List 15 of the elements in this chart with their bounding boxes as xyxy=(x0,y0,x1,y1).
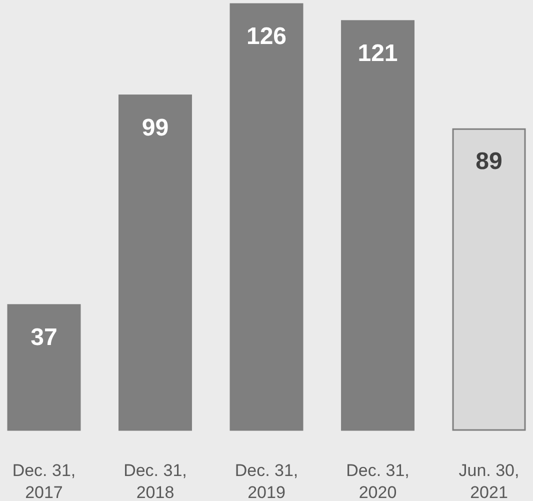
x-tick-label: Dec. 31, 2019 xyxy=(234,461,298,501)
data-label: 37 xyxy=(30,324,58,351)
data-label: 121 xyxy=(358,40,398,67)
bar xyxy=(341,20,414,431)
x-tick-label: Dec. 31, 2020 xyxy=(346,461,410,501)
bar xyxy=(230,3,304,431)
x-tick-label: Dec. 31, 2018 xyxy=(124,461,187,501)
x-tick-label: Dec. 31, 2017 xyxy=(12,461,76,501)
x-tick-label: Jun. 30, 2021 xyxy=(458,461,520,501)
data-label: 89 xyxy=(476,148,502,176)
bar xyxy=(452,128,526,431)
data-label: 126 xyxy=(246,23,287,50)
data-label: 99 xyxy=(142,114,169,142)
bar xyxy=(118,94,192,431)
bar xyxy=(7,304,81,431)
